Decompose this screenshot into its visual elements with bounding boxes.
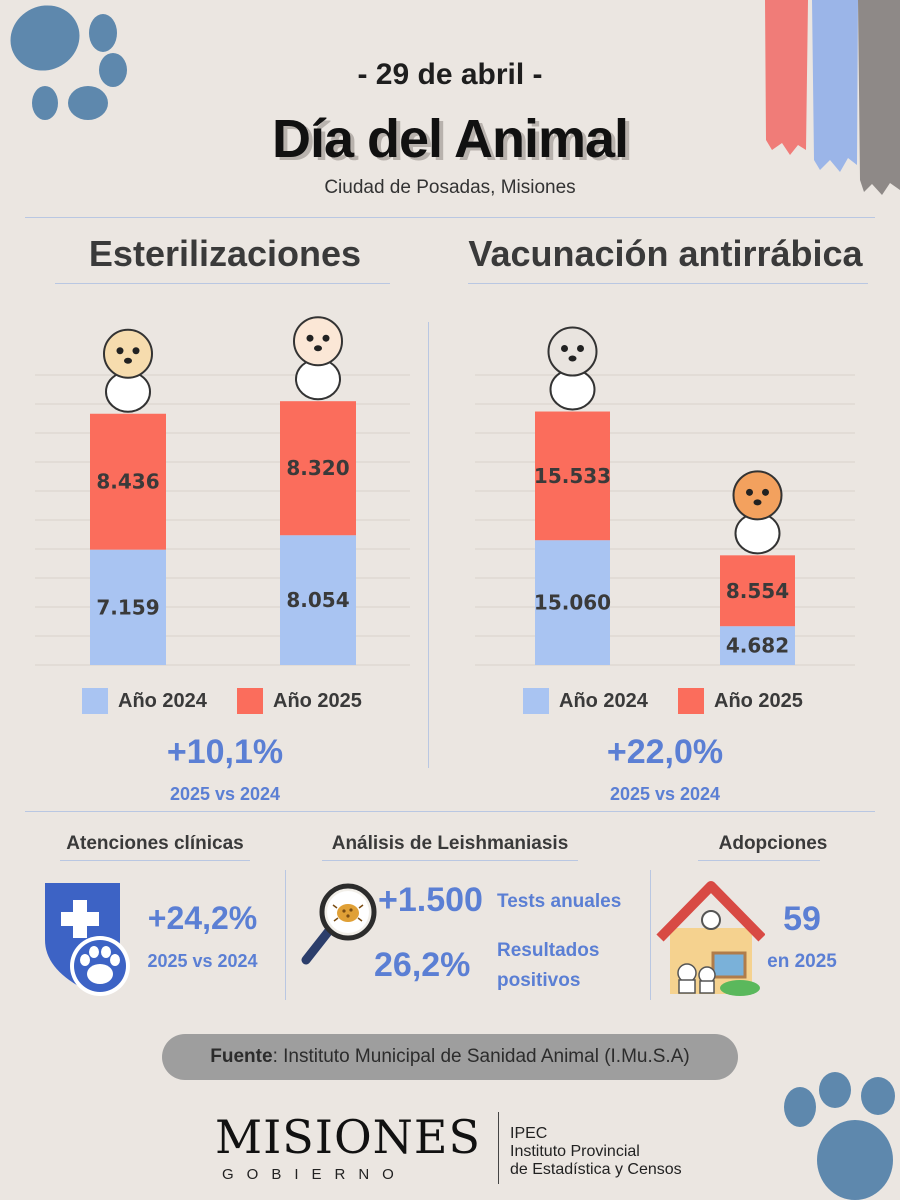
change-note: 2025 vs 2024: [609, 784, 721, 804]
leish-positive-label: Resultados: [497, 940, 600, 961]
cat-icon: [293, 316, 343, 401]
chart-sterilizations: 7.159 8.436 8.054 8.320: [35, 316, 410, 666]
leish-positive-label: positivos: [497, 970, 581, 991]
divider: [428, 322, 429, 768]
legend-label: Año 2025: [273, 689, 362, 712]
bar-segment: [280, 401, 356, 536]
stat-title-clinical: Atenciones clínicas: [66, 833, 244, 854]
dog-icon: [103, 328, 153, 413]
divider: [285, 870, 286, 1000]
page-title: Día del Animal: [271, 109, 629, 169]
stat-title-leish: Análisis de Leishmaniasis: [331, 833, 569, 854]
change-percent: +22,0%: [606, 733, 724, 771]
ipec-label: de Estadística y Censos: [510, 1161, 682, 1178]
bar-segment: [90, 549, 166, 665]
legend-label: Año 2024: [559, 689, 648, 712]
bar-segment: [535, 540, 610, 665]
bar-label: 7.159: [96, 595, 159, 619]
divider: [25, 811, 875, 812]
shield-paw-icon: [45, 883, 130, 996]
legend-label: Año 2025: [714, 689, 803, 712]
divider: [498, 1112, 499, 1184]
divider: [55, 283, 390, 284]
clinical-value: +24,2%: [147, 900, 258, 936]
leish-tests-value: +1.500: [378, 881, 483, 919]
legend-swatch-2025: [678, 688, 704, 714]
source-text: : Instituto Municipal de Sanidad Animal …: [272, 1046, 690, 1067]
divider: [25, 217, 875, 218]
section-title-vaccination: Vacunación antirrábica: [468, 233, 863, 274]
legend-label: Año 2024: [118, 689, 207, 712]
bar-segment: [280, 535, 356, 665]
source-badge: Fuente: Instituto Municipal de Sanidad A…: [162, 1034, 738, 1080]
leish-positive-value: 26,2%: [374, 946, 471, 984]
bar-segment: [90, 413, 166, 550]
bar-label: 8.554: [726, 579, 789, 603]
source-label: Fuente: [210, 1046, 273, 1067]
paw-icon: [784, 1072, 895, 1200]
divider: [698, 860, 820, 861]
page-subtitle: Ciudad de Posadas, Misiones: [324, 177, 576, 198]
bar-label: 8.320: [286, 456, 349, 480]
bar-label: 8.054: [286, 588, 349, 612]
logo-gobierno: GOBIERNO: [222, 1166, 407, 1183]
paw-icon: [10, 5, 127, 120]
bar-label: 15.533: [534, 464, 611, 488]
divider: [468, 283, 868, 284]
bar-label: 8.436: [96, 470, 159, 494]
section-title-sterilizations: Esterilizaciones: [88, 233, 362, 274]
legend-item-2024: Año 2024: [523, 688, 648, 714]
magnifier-icon: [301, 883, 377, 965]
logo-misiones: MISIONES: [215, 1110, 482, 1164]
bar-segment: [720, 555, 795, 627]
dog-icon: [547, 326, 598, 411]
legend-item-2025: Año 2025: [678, 688, 803, 714]
stat-title-adoptions: Adopciones: [718, 833, 828, 854]
legend-swatch-2024: [523, 688, 549, 714]
house-icon: [656, 881, 765, 996]
clinical-note: 2025 vs 2024: [147, 951, 258, 971]
divider: [322, 860, 578, 861]
leish-tests-label: Tests anuales: [497, 891, 622, 912]
ipec-label: IPEC: [510, 1125, 548, 1142]
adoptions-note: en 2025: [767, 951, 837, 972]
bar-segment: [720, 626, 795, 665]
ipec-label: Instituto Provincial: [510, 1143, 640, 1160]
change-percent: +10,1%: [166, 733, 284, 771]
date-label: - 29 de abril -: [357, 58, 543, 91]
bar-label: 15.060: [534, 591, 611, 615]
adoptions-value: 59: [783, 900, 821, 938]
bar-segment: [535, 411, 610, 541]
cat-icon: [732, 470, 783, 555]
divider: [650, 870, 651, 1000]
chart-vaccination: 15.060 15.533 4.682 8.554: [475, 326, 855, 666]
legend-item-2025: Año 2025: [237, 688, 362, 714]
legend-item-2024: Año 2024: [82, 688, 207, 714]
bar-label: 4.682: [726, 634, 789, 658]
change-note: 2025 vs 2024: [169, 784, 281, 804]
divider: [60, 860, 250, 861]
legend-swatch-2025: [237, 688, 263, 714]
legend-swatch-2024: [82, 688, 108, 714]
brush-strokes: [765, 0, 900, 195]
